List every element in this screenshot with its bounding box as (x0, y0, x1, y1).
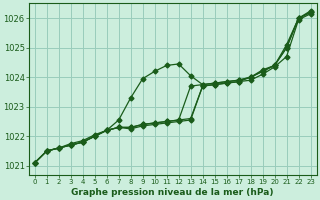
X-axis label: Graphe pression niveau de la mer (hPa): Graphe pression niveau de la mer (hPa) (71, 188, 274, 197)
